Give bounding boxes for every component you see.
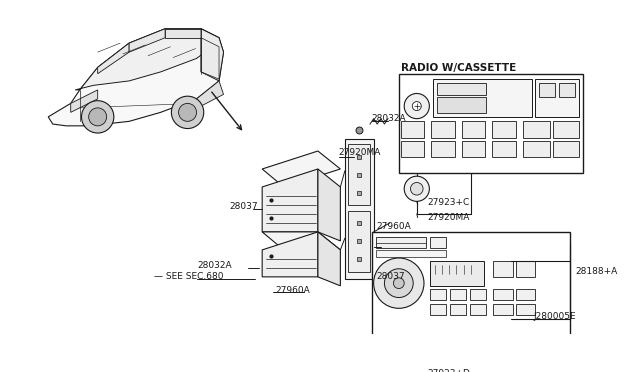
Polygon shape (48, 29, 223, 126)
Bar (461, 141, 485, 157)
Bar (523, 141, 550, 157)
Polygon shape (196, 81, 223, 106)
Circle shape (404, 176, 429, 201)
Bar (450, 304, 466, 315)
Bar (431, 121, 454, 138)
Bar (492, 141, 516, 157)
Bar (345, 140, 374, 279)
Circle shape (386, 347, 412, 372)
Bar (433, 79, 532, 117)
Bar (492, 121, 516, 138)
Circle shape (404, 93, 429, 119)
Text: 27923+D: 27923+D (428, 369, 470, 372)
Circle shape (374, 258, 424, 308)
Bar (376, 237, 426, 248)
Bar (450, 289, 466, 300)
Polygon shape (76, 29, 219, 90)
Bar (430, 304, 447, 315)
Circle shape (179, 103, 196, 121)
Text: — SEE SEC.680: — SEE SEC.680 (154, 272, 224, 281)
Bar (470, 304, 486, 315)
Text: 27920MA: 27920MA (428, 213, 470, 222)
Polygon shape (262, 169, 318, 232)
Bar (470, 289, 486, 300)
Bar (372, 232, 570, 347)
Bar (401, 121, 424, 138)
Circle shape (412, 102, 421, 110)
Bar (348, 144, 370, 205)
Bar (376, 250, 447, 257)
Circle shape (89, 108, 107, 126)
Polygon shape (318, 169, 340, 241)
Bar (493, 289, 513, 300)
Bar (493, 304, 513, 315)
Polygon shape (318, 232, 340, 286)
Circle shape (392, 353, 405, 366)
Bar (516, 261, 536, 277)
Polygon shape (262, 232, 340, 250)
Text: 28037: 28037 (376, 272, 405, 281)
Bar (430, 289, 447, 300)
Bar (536, 79, 579, 117)
Circle shape (385, 269, 413, 298)
Bar (436, 83, 486, 95)
Circle shape (81, 101, 114, 133)
Text: 28188+A: 28188+A (575, 267, 617, 276)
Bar (523, 121, 550, 138)
Polygon shape (165, 29, 201, 38)
Bar (436, 97, 486, 113)
Text: 28037: 28037 (230, 202, 259, 211)
Polygon shape (129, 29, 165, 52)
Polygon shape (70, 90, 98, 112)
Bar (348, 211, 370, 272)
Bar (399, 74, 583, 173)
Polygon shape (262, 151, 340, 187)
Text: J280005E: J280005E (534, 312, 576, 321)
Text: 27960A: 27960A (376, 222, 411, 231)
Circle shape (394, 278, 404, 289)
Bar (401, 141, 424, 157)
Bar (461, 121, 485, 138)
Text: 27920MA: 27920MA (339, 148, 381, 157)
Bar (554, 141, 579, 157)
Text: 28032A: 28032A (198, 261, 232, 270)
Bar (516, 304, 536, 315)
Bar (430, 237, 447, 248)
Text: 27960A: 27960A (276, 286, 310, 295)
Bar (516, 289, 536, 300)
Bar (431, 141, 454, 157)
Bar (539, 83, 556, 97)
Bar (554, 121, 579, 138)
Bar (430, 261, 484, 286)
Polygon shape (201, 29, 223, 81)
Polygon shape (262, 232, 318, 277)
Bar (493, 261, 513, 277)
Text: RADIO W/CASSETTE: RADIO W/CASSETTE (401, 63, 516, 73)
Text: 28032A: 28032A (372, 114, 406, 123)
Polygon shape (98, 43, 129, 74)
Circle shape (172, 96, 204, 129)
Text: 27923+C: 27923+C (428, 198, 470, 207)
Circle shape (410, 183, 423, 195)
Bar (559, 83, 575, 97)
